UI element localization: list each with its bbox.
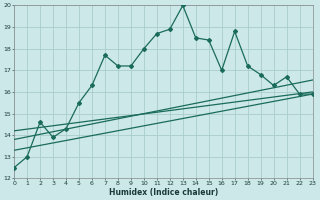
- X-axis label: Humidex (Indice chaleur): Humidex (Indice chaleur): [109, 188, 218, 197]
